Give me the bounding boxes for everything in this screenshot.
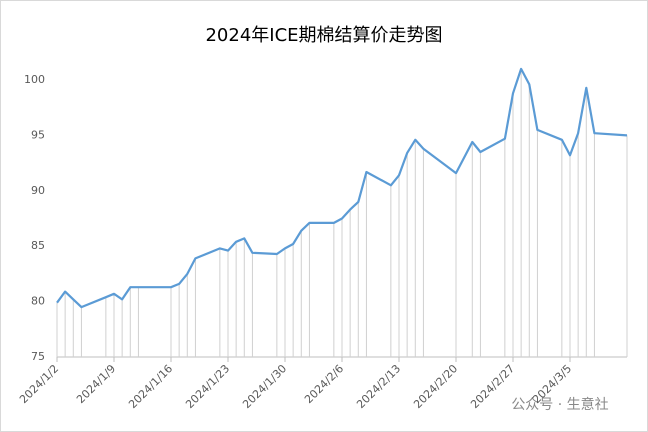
- y-tick-label: 85: [31, 239, 45, 252]
- chart-title: 2024年ICE期棉结算价走势图: [205, 25, 442, 46]
- y-tick-label: 80: [31, 295, 45, 308]
- series-line: [56, 67, 628, 309]
- y-tick-label: 90: [31, 184, 45, 197]
- y-tick-label: 95: [31, 128, 45, 141]
- y-tick-label: 75: [31, 350, 45, 363]
- y-tick-label: 100: [24, 73, 45, 86]
- watermark: 公众号 · 生意社: [511, 396, 608, 413]
